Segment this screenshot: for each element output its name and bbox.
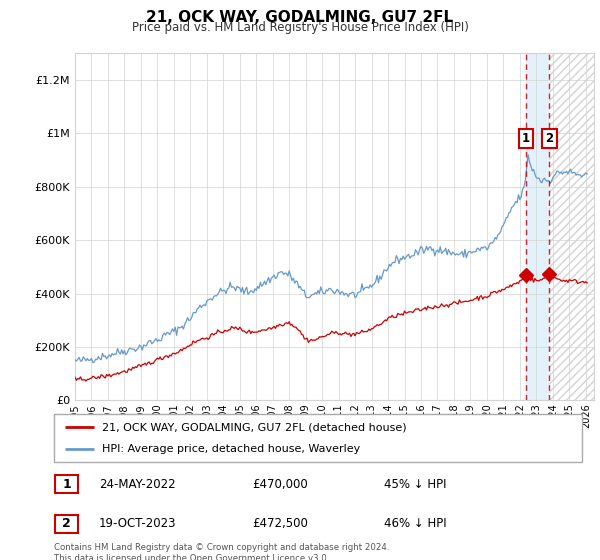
Text: 24-MAY-2022: 24-MAY-2022 bbox=[99, 478, 176, 491]
Bar bbox=[550, 53, 594, 400]
Bar bbox=[550, 53, 594, 400]
FancyBboxPatch shape bbox=[55, 515, 78, 533]
Text: 2: 2 bbox=[545, 132, 553, 145]
Text: £472,500: £472,500 bbox=[252, 517, 308, 530]
Text: 21, OCK WAY, GODALMING, GU7 2FL: 21, OCK WAY, GODALMING, GU7 2FL bbox=[146, 10, 454, 25]
Bar bbox=[526, 53, 550, 400]
Text: Price paid vs. HM Land Registry's House Price Index (HPI): Price paid vs. HM Land Registry's House … bbox=[131, 21, 469, 34]
Text: Contains HM Land Registry data © Crown copyright and database right 2024.
This d: Contains HM Land Registry data © Crown c… bbox=[54, 543, 389, 560]
Text: 45% ↓ HPI: 45% ↓ HPI bbox=[384, 478, 446, 491]
Text: 1: 1 bbox=[62, 478, 71, 491]
Text: HPI: Average price, detached house, Waverley: HPI: Average price, detached house, Wave… bbox=[101, 444, 360, 454]
Text: 46% ↓ HPI: 46% ↓ HPI bbox=[384, 517, 446, 530]
FancyBboxPatch shape bbox=[54, 414, 582, 462]
Text: £470,000: £470,000 bbox=[252, 478, 308, 491]
Text: 2: 2 bbox=[62, 517, 71, 530]
Text: 21, OCK WAY, GODALMING, GU7 2FL (detached house): 21, OCK WAY, GODALMING, GU7 2FL (detache… bbox=[101, 422, 406, 432]
Text: 19-OCT-2023: 19-OCT-2023 bbox=[99, 517, 176, 530]
Text: 1: 1 bbox=[522, 132, 530, 145]
FancyBboxPatch shape bbox=[55, 475, 78, 493]
